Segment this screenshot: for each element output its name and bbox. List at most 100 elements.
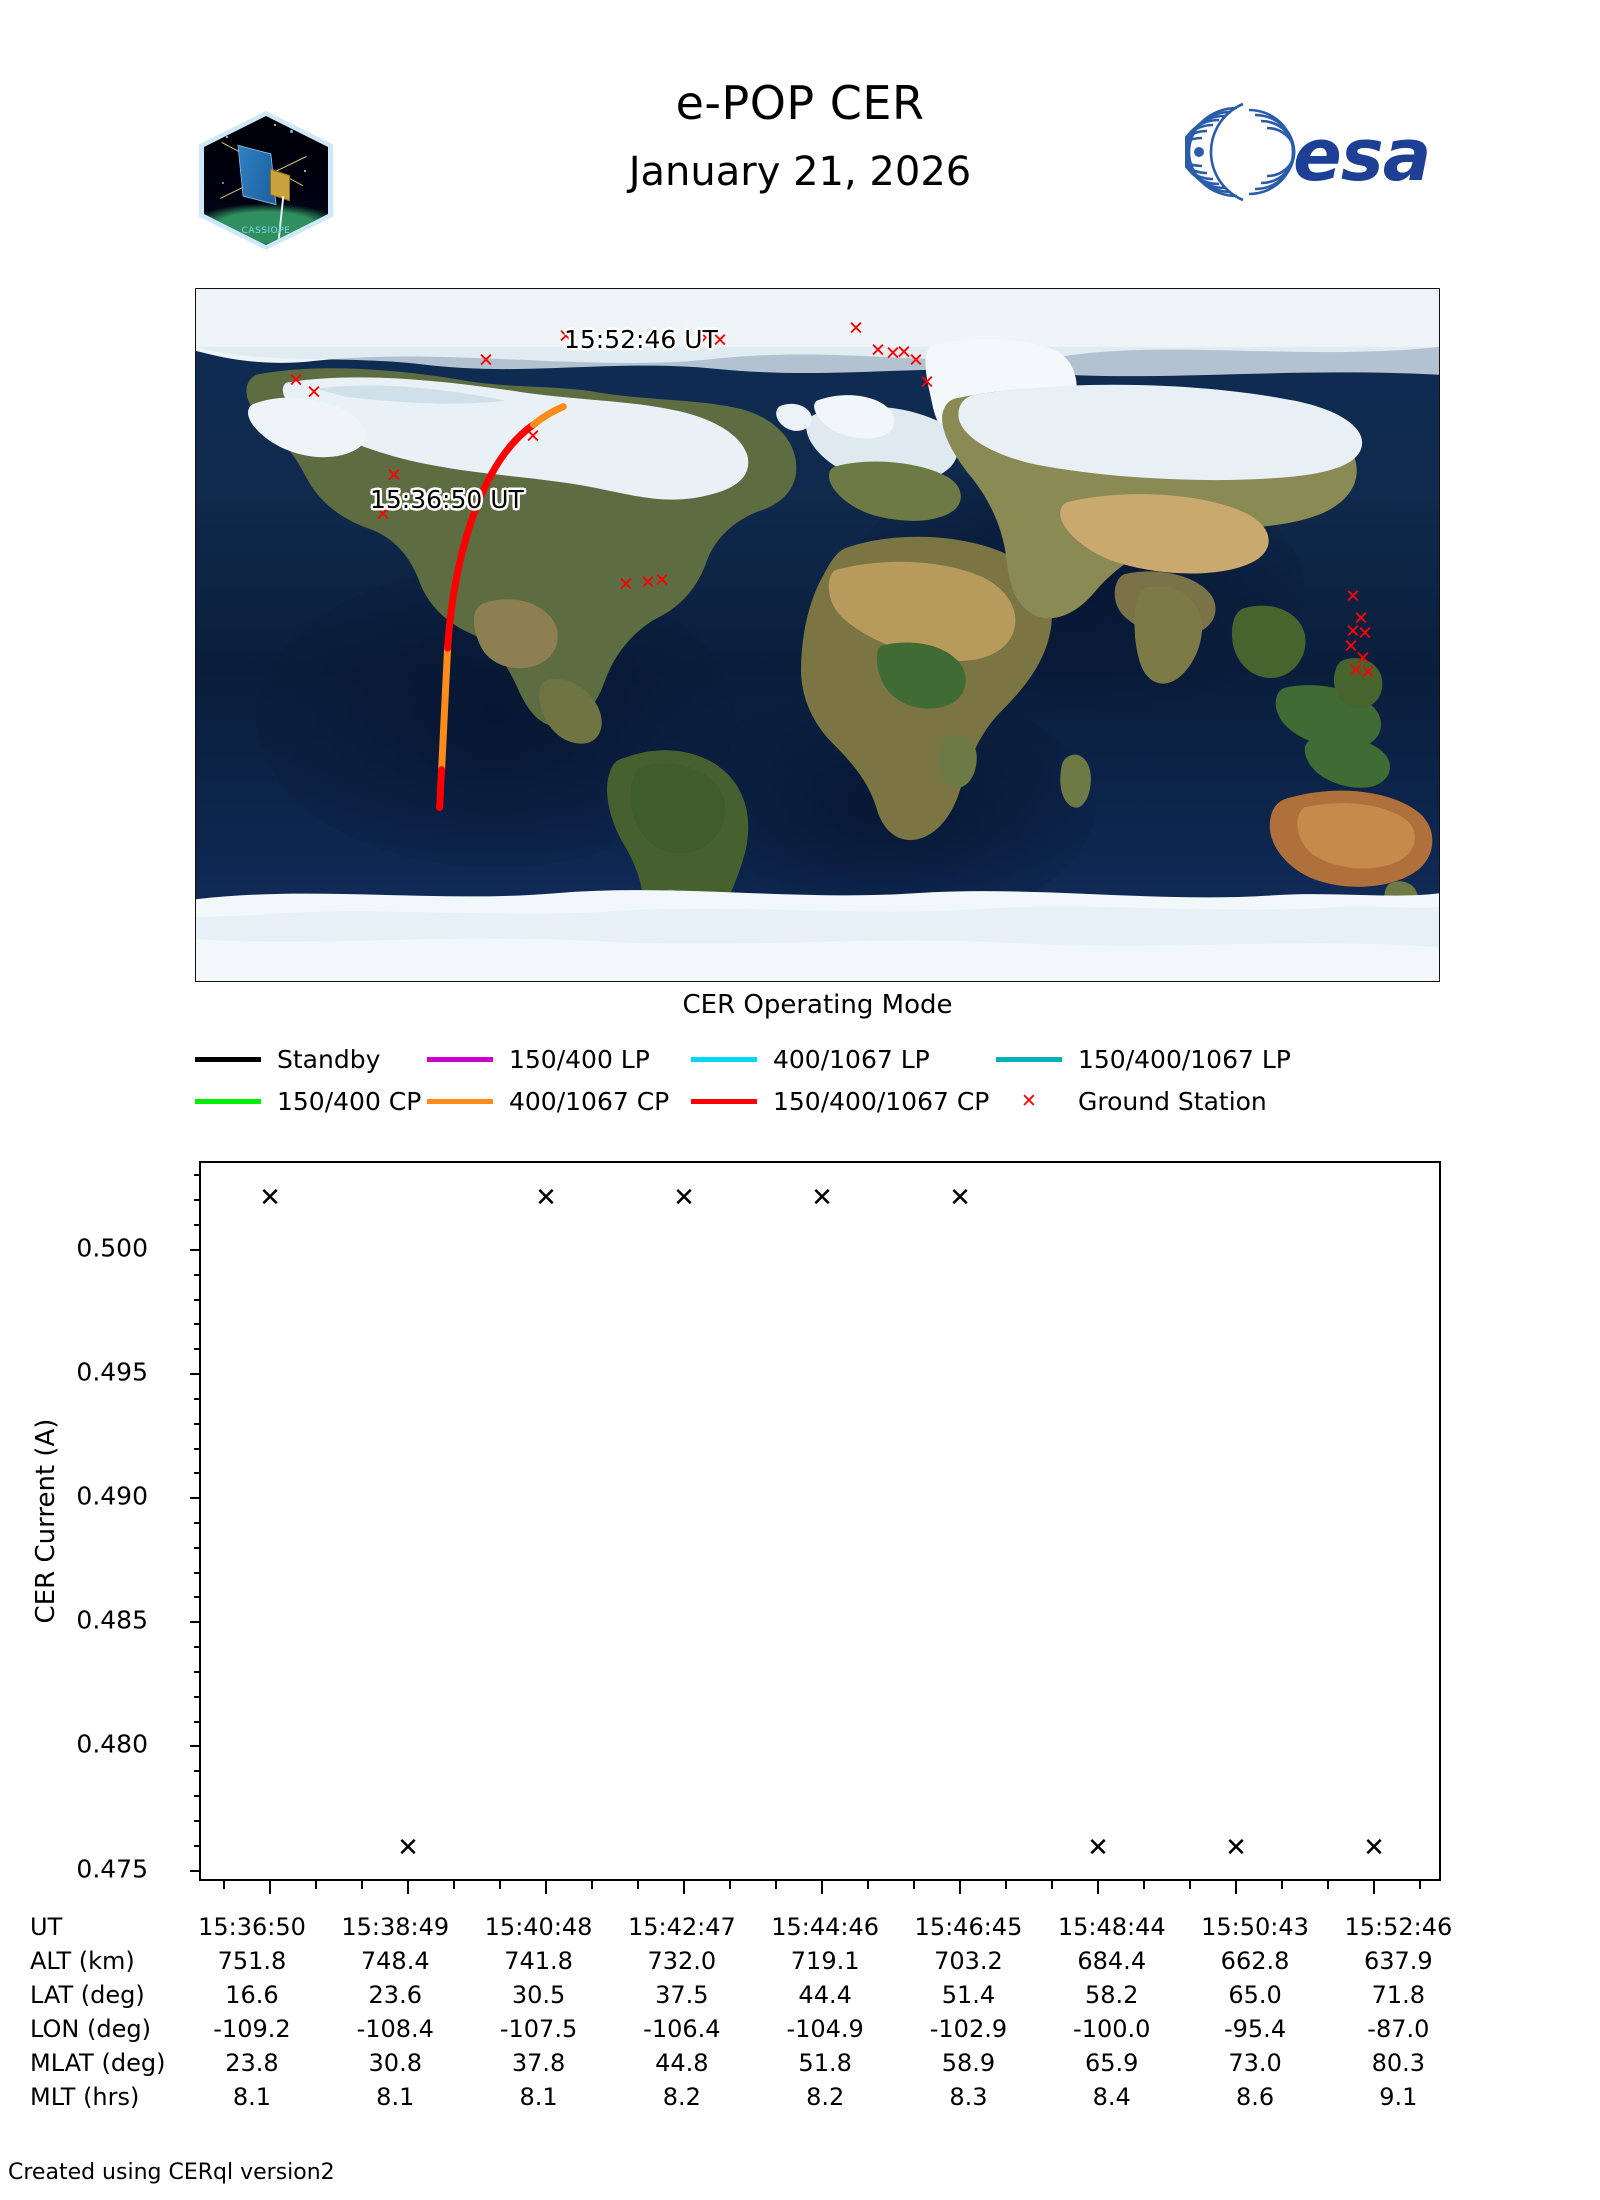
table-cell: 37.5 [655,1981,709,2009]
ground-station-marker: ✕ [712,329,728,352]
table-cell: 8.4 [1092,2083,1131,2111]
table-cell: 30.5 [511,1981,566,2009]
chart-data-point: ✕ [673,1182,695,1213]
y-tick-minor [194,1323,201,1326]
legend-item-150-400-lp[interactable]: 150/400 LP [427,1045,691,1074]
legend-label-150-400-cp: 150/400 CP [277,1086,422,1116]
orbit-end-label: 15:52:46 UT [564,325,718,354]
y-tick-label: 0.480 [76,1729,148,1759]
ground-station-marker: ✕ [848,317,864,340]
legend-title: CER Operating Mode [682,990,953,1020]
y-tick-minor [194,1397,201,1400]
y-tick-minor [194,1819,201,1822]
table-cell: 44.8 [655,2049,709,2077]
legend-label-standby: Standby [277,1044,381,1074]
chart-data-point: ✕ [259,1182,281,1213]
table-row-label: MLAT (deg) [30,2049,166,2077]
page-header: CASSIOPE e-POP CER January 21, 2026 [0,0,1600,270]
table-row-label: LAT (deg) [30,1981,145,2009]
y-tick-minor [194,1472,201,1475]
ground-station-marker: ✕ [618,573,634,596]
table-cell: 73.0 [1228,2049,1282,2077]
table-cell: -102.9 [929,2015,1008,2043]
legend-item-150-400-1067-lp[interactable]: 150/400/1067 LP [996,1045,1291,1074]
table-row: UT 15:36:50 15:38:49 15:40:48 15:42:47 15:44:… [30,1910,1470,1944]
table-row: MLAT (deg) 23.8 30.8 37.8 44.8 51.8 58.9 65.9 73… [30,2046,1470,2080]
legend-swatch-150-400-1067-cp [691,1098,757,1104]
ground-station-marker: ✕ [885,342,901,365]
legend-item-150-400-1067-cp[interactable]: 150/400/1067 CP [691,1087,996,1116]
table-cell: 15:42:47 [627,1913,736,1941]
table-cell: 44.4 [798,1981,852,2009]
table-row: ALT (km) 751.8 748.4 741.8 732.0 719.1 703.2 68… [30,1944,1470,1978]
table-cell: 15:46:45 [914,1913,1023,1941]
world-map: ✕ ✕ ✕ ✕ ✕ ✕ ✕ ✕ ✕ ✕ ✕ ✕ ✕ ✕ ✕ ✕ ✕ ✕ ✕ ✕ … [195,288,1440,982]
map-basemap [196,289,1439,981]
table-row-label: UT [30,1913,63,1941]
y-tick-minor [194,1546,201,1549]
ground-station-marker: ✕ [288,369,304,392]
y-tick-major [190,1621,201,1624]
y-tick-minor [194,1720,201,1723]
table-row-label: LON (deg) [30,2015,151,2043]
legend-label-150-400-1067-lp: 150/400/1067 LP [1078,1044,1291,1074]
orbit-ground-track [436,403,567,811]
y-tick-minor [194,1224,201,1227]
table-cell: 16.6 [225,1981,279,2009]
chart-data-point: ✕ [811,1182,833,1213]
legend-item-400-1067-lp[interactable]: 400/1067 LP [691,1045,996,1074]
ground-station-marker: ✕ [1345,585,1361,608]
y-tick-minor [194,1670,201,1673]
y-tick-label: 0.485 [76,1605,148,1635]
esa-logo: esa [1185,98,1445,206]
legend-swatch-standby [195,1056,261,1062]
ground-station-marker: ✕ [919,371,935,394]
table-row-label: ALT (km) [30,1947,135,1975]
legend-item-400-1067-cp[interactable]: 400/1067 CP [427,1087,691,1116]
table-cell: 719.1 [790,1947,860,1975]
footer-credit: Created using CERql version2 [8,2160,335,2185]
table-cell: 662.8 [1220,1947,1290,1975]
chart-data-point: ✕ [535,1182,557,1213]
chart-plot-area: ✕ ✕ ✕ ✕ ✕ ✕ ✕ ✕ ✕ [190,1161,1441,1894]
legend-item-ground-station[interactable]: ✕ Ground Station [996,1087,1267,1116]
y-tick-minor [194,1571,201,1574]
chart-markers-layer: ✕ ✕ ✕ ✕ ✕ ✕ ✕ ✕ ✕ [201,1163,1439,1879]
legend-swatch-ground-station-icon: ✕ [1021,1090,1037,1112]
table-cell: 732.0 [647,1947,717,1975]
legend-item-standby[interactable]: Standby [195,1045,427,1074]
table-cell: 8.3 [949,2083,988,2111]
y-tick-major [190,1497,201,1500]
ground-station-marker: ✕ [1357,622,1373,645]
x-tick-minor [867,1881,869,1889]
x-tick-minor [591,1881,593,1889]
ground-station-marker: ✕ [525,425,541,448]
page-title: e-POP CER [675,76,925,130]
table-cell: 8.2 [806,2083,845,2111]
ground-station-marker: ✕ [1343,635,1359,658]
ground-station-marker: ✕ [896,341,912,364]
legend-swatch-150-400-cp [195,1098,261,1104]
table-cell: 65.9 [1085,2049,1139,2077]
table-cell: 23.6 [368,1981,422,2009]
table-cell: 15:36:50 [198,1913,306,1941]
x-tick-major [959,1881,961,1894]
cassiope-hex-inner: CASSIOPE [204,116,328,245]
chart-data-point: ✕ [1225,1833,1247,1864]
ground-station-marker: ✕ [1345,620,1361,643]
table-cell: 684.4 [1077,1947,1147,1975]
table-cell: 15:50:43 [1201,1913,1309,1941]
table-cell: 15:48:44 [1057,1913,1166,1941]
title-block: e-POP CER January 21, 2026 [430,80,1170,192]
legend-row-2: 150/400 CP 400/1067 CP 150/400/1067 CP ✕… [195,1080,1445,1122]
legend-label-400-1067-lp: 400/1067 LP [773,1044,930,1074]
y-tick-minor [194,1199,201,1202]
legend-item-150-400-cp[interactable]: 150/400 CP [195,1087,427,1116]
table-cell: 741.8 [504,1947,573,1975]
table-cell: -107.5 [499,2015,578,2043]
table-cell: -100.0 [1073,2015,1151,2043]
ground-station-marker: ✕ [1355,647,1371,670]
table-cell: 51.8 [798,2049,852,2077]
table-cell: -108.4 [356,2015,434,2043]
table-cell: 65.0 [1228,1981,1282,2009]
